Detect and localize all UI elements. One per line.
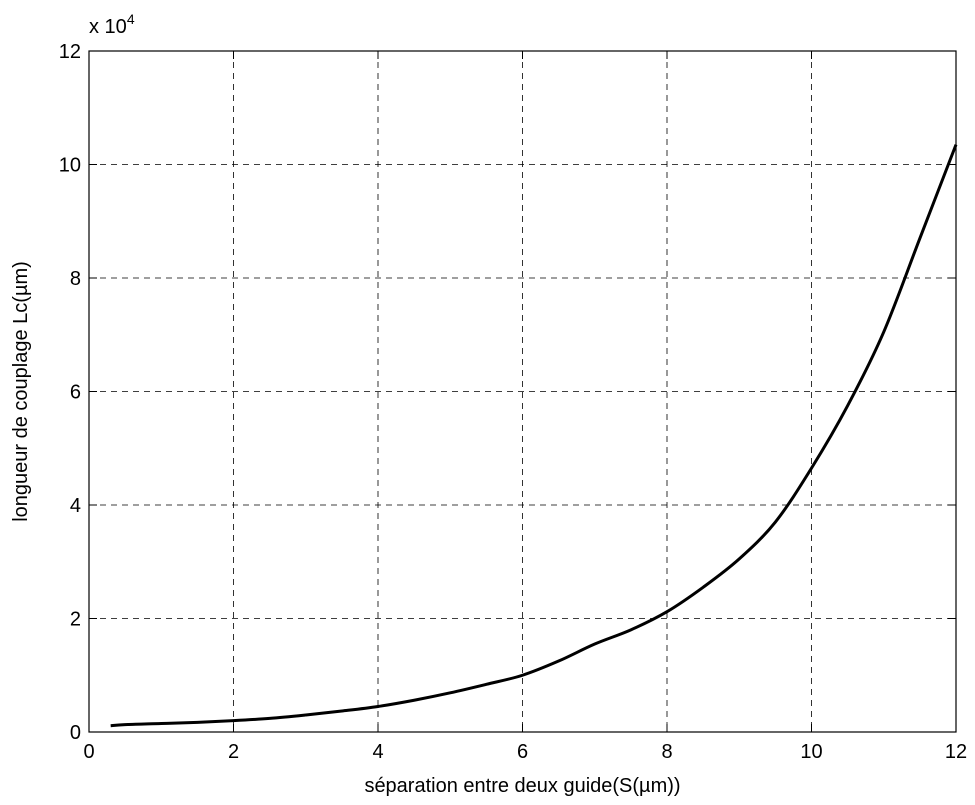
x-axis-label: séparation entre deux guide(S(µm)) bbox=[364, 775, 680, 797]
y-axis-label: longueur de couplage Lc(µm) bbox=[10, 261, 32, 522]
y-tick-label-3: 6 bbox=[70, 382, 81, 404]
ticks bbox=[88, 50, 957, 733]
grid bbox=[89, 51, 956, 732]
x-tick-label-6: 12 bbox=[945, 741, 967, 763]
x-tick-label-5: 10 bbox=[800, 741, 822, 763]
x-tick-label-2: 4 bbox=[372, 741, 383, 763]
series-lines bbox=[110, 144, 958, 728]
x-tick-label-1: 2 bbox=[228, 741, 239, 763]
y-tick-label-5: 10 bbox=[59, 155, 81, 177]
y-tick-label-0: 0 bbox=[70, 722, 81, 744]
x-tick-label-4: 8 bbox=[661, 741, 672, 763]
y-tick-labels: 0 2 4 6 8 10 12 bbox=[59, 41, 81, 744]
y-tick-label-4: 8 bbox=[70, 268, 81, 290]
y-multiplier-label: x 104 bbox=[89, 11, 135, 38]
y-multiplier-exponent: 4 bbox=[127, 11, 135, 27]
x-tick-labels: 0 2 4 6 8 10 12 bbox=[83, 741, 967, 763]
y-tick-label-6: 12 bbox=[59, 41, 81, 63]
series-line-0 bbox=[110, 144, 958, 728]
x-tick-label-3: 6 bbox=[517, 741, 528, 763]
x-tick-label-0: 0 bbox=[83, 741, 94, 763]
y-multiplier-base: x 10 bbox=[89, 16, 127, 38]
y-tick-label-1: 2 bbox=[70, 609, 81, 631]
y-tick-label-2: 4 bbox=[70, 495, 81, 517]
